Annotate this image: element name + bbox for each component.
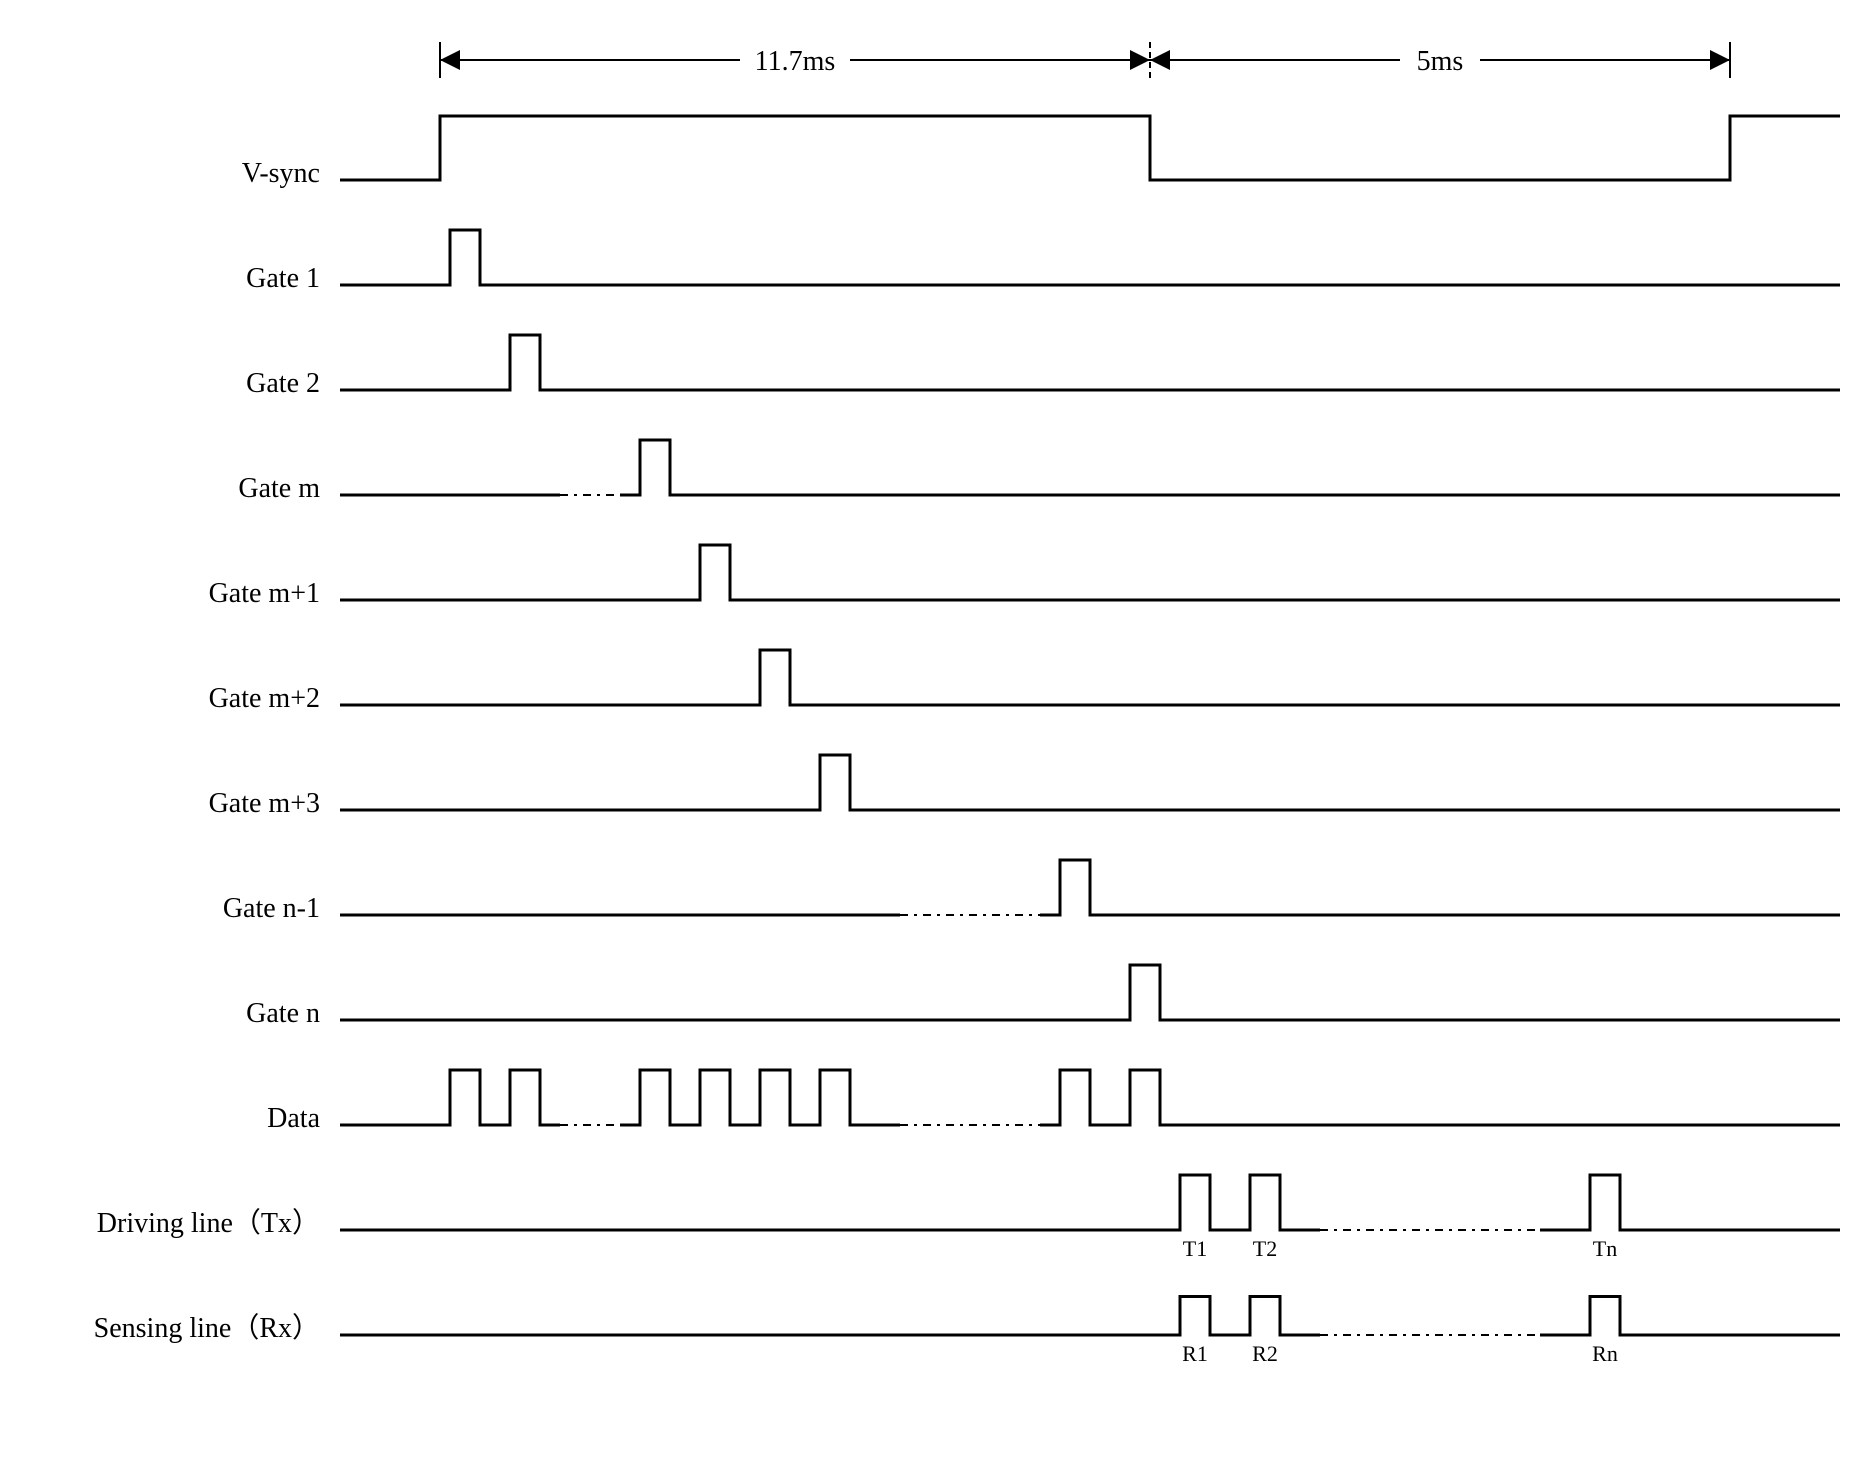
signal-label: Gate m+3	[209, 788, 320, 819]
signal-wave	[1540, 1175, 1840, 1230]
signal-label: Gate m	[238, 473, 320, 504]
sub-label: R2	[1252, 1341, 1278, 1366]
signal-label: Gate m+1	[209, 578, 320, 609]
signal-wave	[620, 440, 1840, 495]
signal-wave	[340, 1175, 1320, 1230]
signal-wave	[340, 1297, 1320, 1336]
dim-label-1: 11.7ms	[755, 46, 836, 77]
signal-wave	[340, 335, 1840, 390]
signal-wave	[340, 755, 1840, 810]
signal-wave	[340, 650, 1840, 705]
signal-label: Gate n-1	[223, 893, 320, 924]
signal-wave	[340, 230, 1840, 285]
signal-label: Driving line（Tx）	[97, 1207, 320, 1239]
signal-label: V-sync	[242, 158, 320, 189]
sub-label: R1	[1182, 1341, 1208, 1366]
sub-label: Rn	[1592, 1341, 1618, 1366]
sub-label: Tn	[1593, 1236, 1617, 1261]
signal-label: Sensing line（Rx）	[94, 1312, 320, 1344]
signal-label: Data	[267, 1103, 320, 1134]
timing-diagram: 11.7ms 5ms V-sync Gate 1 Gate 2 Gate m Gate m+…	[20, 20, 1862, 1453]
signal-label: Gate 1	[246, 263, 320, 294]
sub-label: T2	[1253, 1236, 1277, 1261]
signal-wave	[1040, 1070, 1840, 1125]
signal-label: Gate 2	[246, 368, 320, 399]
signal-wave	[1040, 860, 1840, 915]
signal-wave	[340, 545, 1840, 600]
signal-label: Gate n	[246, 998, 320, 1029]
dim-label-2: 5ms	[1417, 46, 1464, 77]
signal-wave	[340, 965, 1840, 1020]
signal-wave	[1540, 1297, 1840, 1336]
signal-label: Gate m+2	[209, 683, 320, 714]
signal-wave	[340, 1070, 560, 1125]
vsync-wave	[340, 116, 1840, 180]
signal-wave	[620, 1070, 900, 1125]
sub-label: T1	[1183, 1236, 1207, 1261]
